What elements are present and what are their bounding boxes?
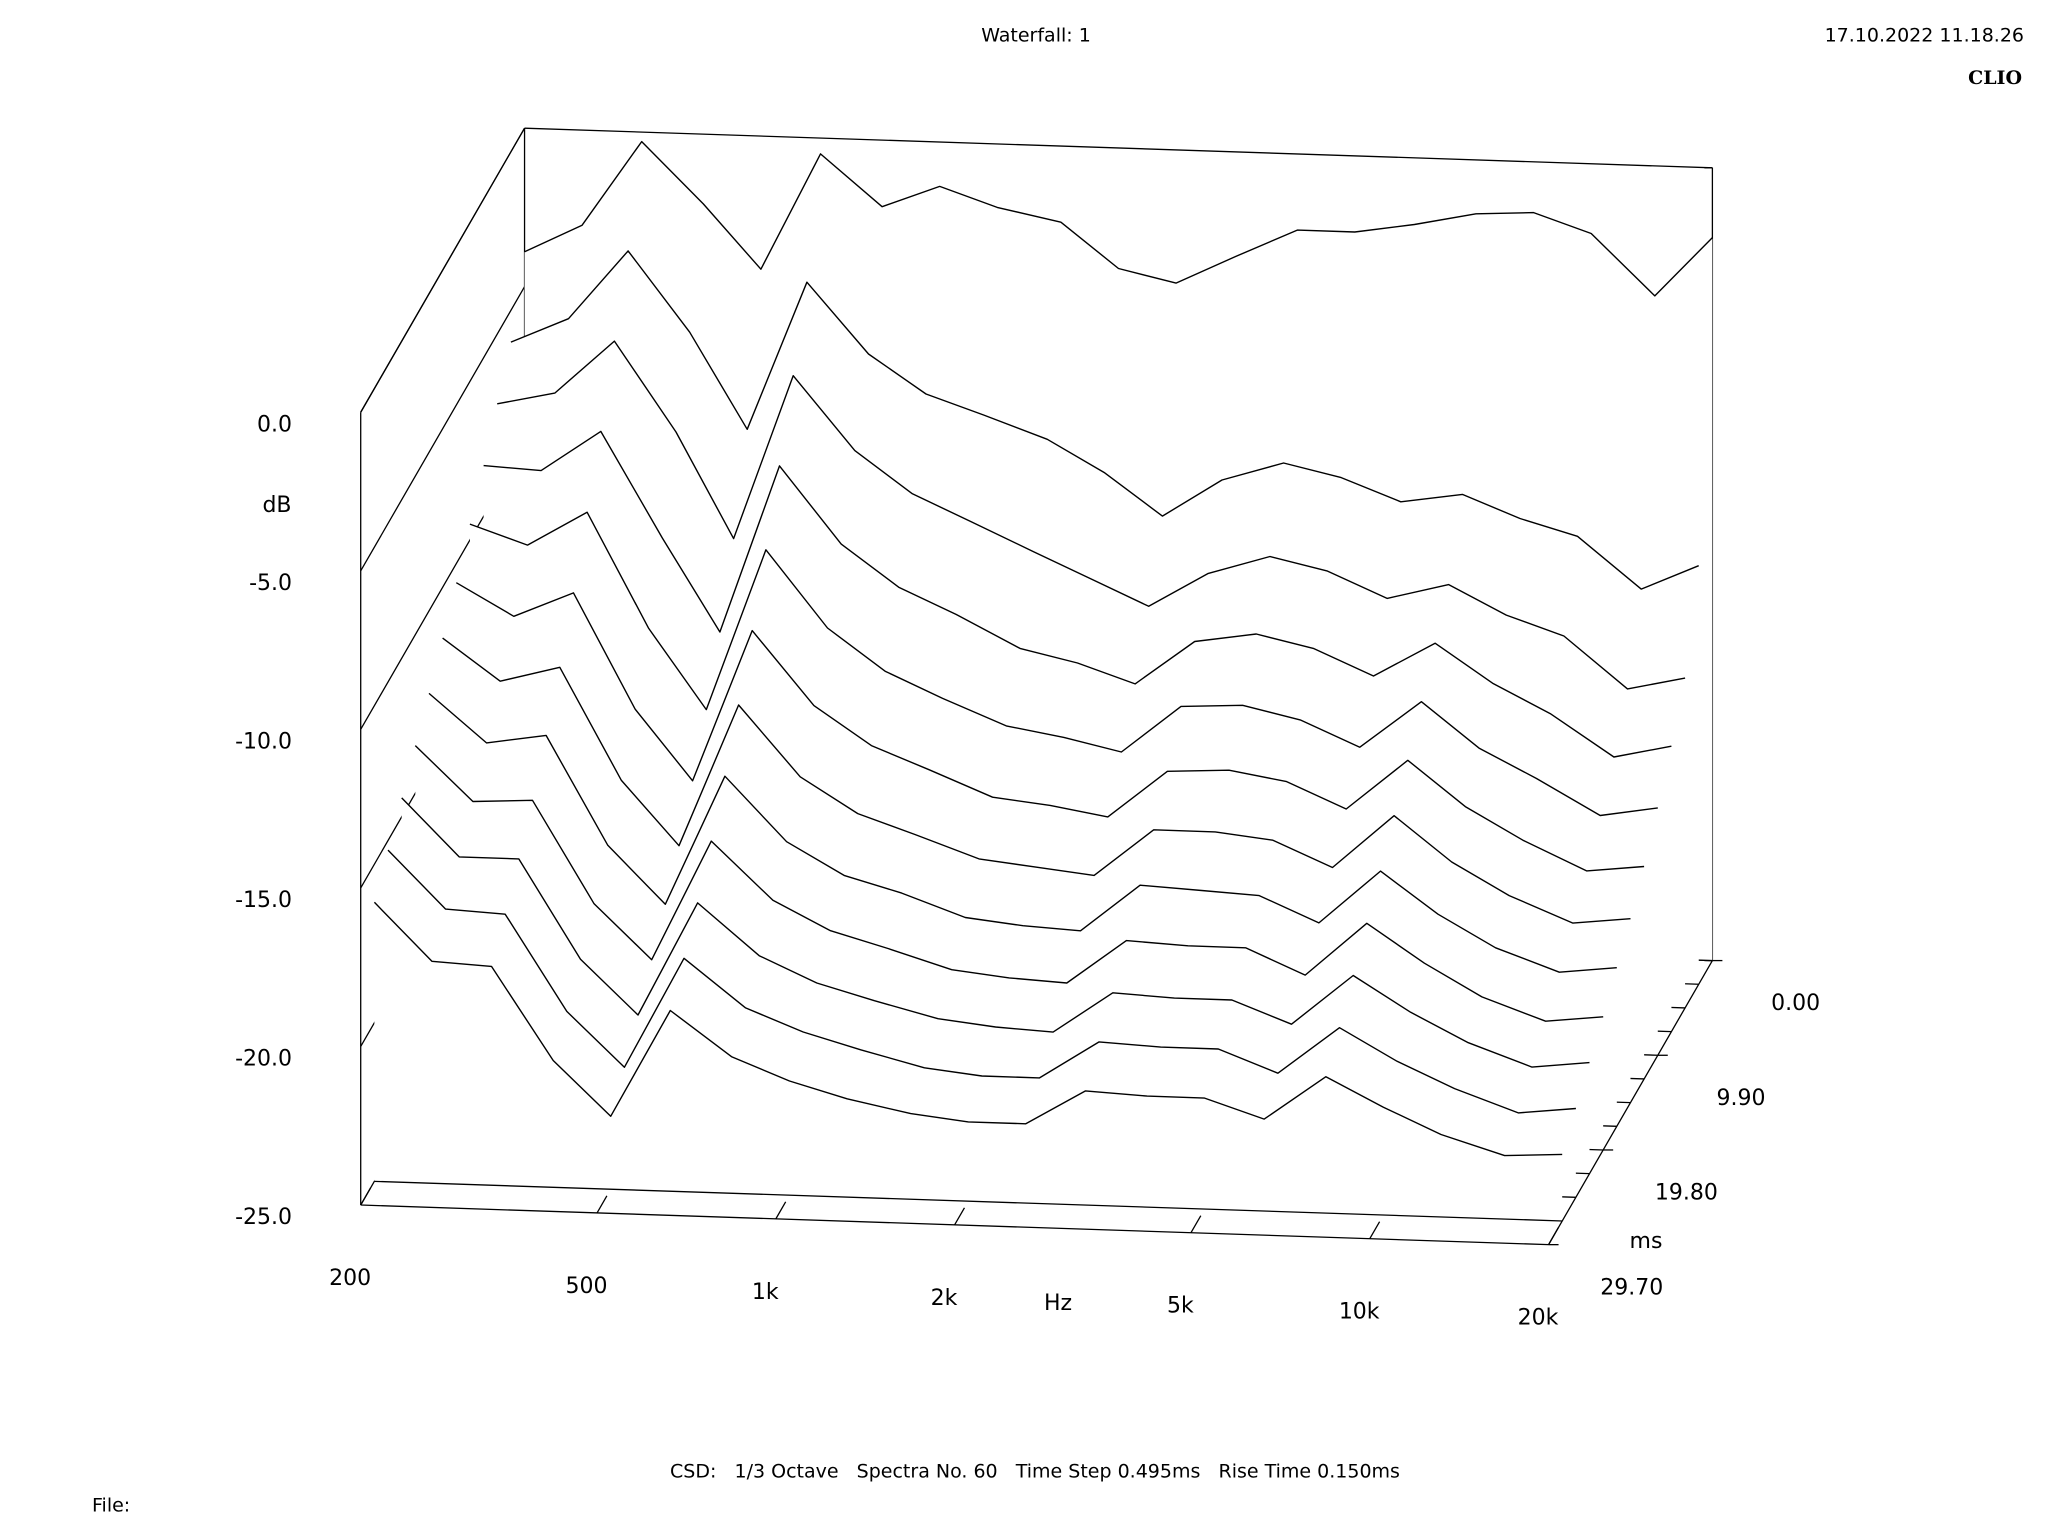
- x-axis-label: Hz: [1044, 1291, 1072, 1316]
- z-axis-label: ms: [1630, 1229, 1663, 1254]
- y-tick-label: -25.0: [235, 1205, 292, 1230]
- spectrum-line: [497, 340, 1686, 690]
- occlusion-fill: [374, 902, 1563, 1221]
- y-tick-label: -5.0: [249, 571, 292, 596]
- z-tick-label: 0.00: [1771, 991, 1820, 1016]
- footer: CSD: 1/3 Octave Spectra No. 60 Time Step…: [670, 1461, 1400, 1483]
- slice-floor: [374, 1180, 1563, 1222]
- chart-title: Waterfall: 1: [981, 25, 1091, 47]
- x-tick-label: 1k: [752, 1280, 779, 1305]
- y-tick-label: -15.0: [235, 888, 292, 913]
- x-tick-label: 2k: [931, 1286, 958, 1311]
- y-tick-label: 0.0: [257, 412, 292, 437]
- z-tick-label: 9.90: [1717, 1086, 1766, 1111]
- x-tick-label: 200: [329, 1266, 371, 1291]
- spectrum-line: [469, 511, 1658, 817]
- z-tick-label: 19.80: [1655, 1181, 1718, 1206]
- x-tick: [775, 1201, 787, 1220]
- x-tick: [360, 1187, 372, 1206]
- x-tick-label: 20k: [1518, 1306, 1559, 1331]
- z-tick-label: 29.70: [1600, 1275, 1663, 1300]
- top-left-depth-edge: [360, 127, 526, 413]
- x-tick-label: 10k: [1339, 1300, 1380, 1325]
- spectrum-line: [510, 250, 1699, 590]
- spectrum-line: [483, 430, 1672, 758]
- x-tick: [954, 1207, 966, 1226]
- spectrum-line: [414, 745, 1604, 1022]
- x-tick-label: 500: [565, 1274, 607, 1299]
- spectrum-line: [455, 582, 1645, 872]
- brand: CLIO: [1968, 67, 2022, 89]
- x-tick-label: 5k: [1167, 1294, 1194, 1319]
- y-axis-label: dB: [262, 493, 291, 518]
- x-tick: [1190, 1215, 1202, 1234]
- x-tick: [1547, 1227, 1559, 1245]
- x-tick: [1369, 1221, 1381, 1240]
- x-tick: [596, 1195, 608, 1214]
- spectrum-line: [442, 637, 1631, 924]
- spectrum-line: [428, 692, 1617, 973]
- spectrum-line: [524, 140, 1713, 297]
- spectrum-line: [401, 797, 1590, 1068]
- y-tick-label: -10.0: [235, 730, 292, 755]
- left-wall-grid-line: [360, 286, 526, 572]
- file-label: File:: [92, 1495, 130, 1517]
- spectrum-line: [373, 901, 1563, 1157]
- back-top-edge: [524, 127, 1713, 169]
- timestamp: 17.10.2022 11.18.26: [1825, 25, 2024, 47]
- y-tick-label: -20.0: [235, 1047, 292, 1072]
- spectrum-line: [387, 849, 1576, 1114]
- right-floor-edge: [1547, 960, 1713, 1245]
